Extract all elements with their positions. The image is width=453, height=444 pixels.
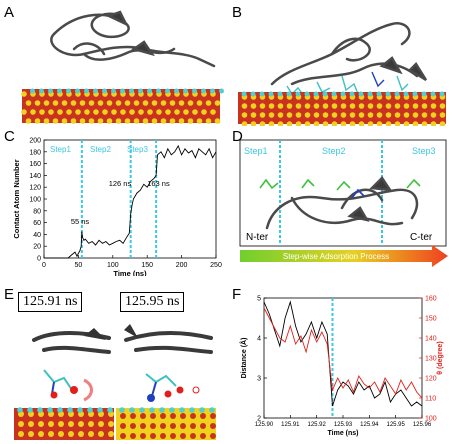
distance-angle-chart: 125.90 125.91 125.92 125.93 125.94 125.95 125.… [239, 296, 444, 438]
x-tick-label: 125.95 [386, 422, 405, 428]
panel-letter-d: D [232, 128, 243, 145]
panel-letter-a: A [4, 4, 15, 21]
panel-d-structure: Step1 Step2 Step3 N-ter C-ter Step-wise … [239, 139, 448, 267]
x-tick-label: 125.93 [334, 422, 353, 428]
chart-c-labels: Step1 Step2 Step3 55 ns 126 ns 163 ns [50, 145, 170, 226]
y2-axis-label: θ (degree) [437, 341, 444, 374]
distance-series-line [263, 300, 423, 407]
adsorption-process-label: Step-wise Adsorption Process [283, 252, 389, 261]
surface-cyan-atoms-b [241, 91, 445, 97]
surface-yellow-atoms-a [21, 91, 221, 124]
x-tick-label: 0 [42, 262, 46, 269]
panel-letter-f: F [232, 286, 242, 303]
y-axis-label: Contact Atom Number [12, 159, 21, 238]
protein-ribbon-a [50, 10, 216, 68]
adsorption-process-arrow [240, 245, 448, 267]
chart-c-step1: Step1 [50, 145, 71, 154]
y-tick-label: 40 [33, 232, 41, 239]
y-tick-label: 20 [33, 244, 41, 251]
y-tick-label: 2 [257, 416, 261, 423]
y-tick-label: 160 [29, 161, 41, 168]
chart-c-step3: Step3 [127, 145, 148, 154]
chart-f-axes: 125.90 125.91 125.92 125.93 125.94 125.95 125.… [239, 296, 444, 438]
contact-atom-chart: 0 50 100 150 200 250 0 20 40 60 80 100 120 140 160 180 2… [12, 138, 222, 277]
chart-f-frame [263, 297, 423, 419]
surface-cyan-atoms-e1 [17, 407, 113, 413]
x-tick-label: 200 [176, 262, 188, 269]
x-tick-label: 125.96 [413, 422, 432, 428]
x-tick-label: 125.91 [281, 422, 300, 428]
annotation-163: 163 ns [147, 179, 170, 188]
y2-tick-label: 100 [425, 416, 437, 423]
panel-letter-e: E [4, 286, 15, 303]
y-tick-label: 4 [257, 336, 261, 343]
protein-ribbon-d [265, 176, 419, 230]
c-terminus-label: C-ter [410, 232, 433, 243]
x-tick-label: 150 [141, 262, 153, 269]
panel-letter-c: C [4, 128, 15, 145]
y-tick-label: 60 [33, 220, 41, 227]
n-terminus-label: N-ter [246, 232, 269, 243]
y2-tick-label: 120 [425, 376, 437, 383]
y-tick-label: 120 [29, 185, 41, 192]
panel-e-left-snapshot [14, 328, 114, 440]
panel-letter-b: B [232, 4, 243, 21]
panel-e-right-snapshot [116, 324, 216, 440]
panel-d-step3: Step3 [412, 146, 436, 156]
angle-series-line [263, 307, 423, 399]
side-chains-d [259, 178, 421, 199]
y-tick-label: 140 [29, 173, 41, 180]
y-tick-label: 180 [29, 149, 41, 156]
y-tick-label: 0 [37, 256, 41, 263]
x-tick-label: 250 [210, 262, 222, 269]
residue-sticks-e1 [43, 369, 73, 395]
y2-tick-label: 150 [425, 316, 437, 323]
y-axis-label: Distance (Å) [239, 338, 248, 379]
y-tick-label: 100 [29, 197, 41, 204]
residue-sticks-e2 [145, 373, 177, 397]
x-axis-label: Time (ns) [328, 430, 359, 437]
x-tick-label: 50 [75, 262, 83, 269]
x-tick-label: 100 [107, 262, 119, 269]
snapshot-time-right: 125.95 ns [120, 292, 185, 312]
rotation-arrow-icon [83, 378, 93, 402]
contact-atom-series-line [44, 144, 217, 259]
chart-c-axes: 0 50 100 150 200 250 0 20 40 60 80 100 120 140 160 180 2… [12, 138, 222, 277]
annotation-55: 55 ns [71, 217, 90, 226]
annotation-126: 126 ns [109, 179, 132, 188]
surface-cyan-atoms-e2 [119, 407, 215, 413]
x-axis-label: Time (ns) [113, 269, 147, 276]
protein-ribbon-b [270, 22, 428, 86]
y2-tick-label: 130 [425, 356, 437, 363]
panel-d-step2: Step2 [322, 146, 346, 156]
y-tick-label: 200 [29, 138, 41, 145]
panel-a-structure [21, 10, 224, 124]
panel-b-structure [238, 22, 446, 126]
y-tick-label: 80 [33, 208, 41, 215]
mineral-surface-b [238, 91, 446, 126]
y2-tick-label: 110 [425, 396, 436, 403]
panel-d-step1: Step1 [244, 146, 268, 156]
y-tick-label: 5 [257, 296, 261, 303]
y-tick-label: 3 [257, 376, 261, 383]
snapshot-time-left: 125.91 ns [18, 292, 83, 312]
mineral-surface-a [21, 88, 224, 124]
chart-c-step2: Step2 [90, 145, 111, 154]
x-tick-label: 125.92 [307, 422, 326, 428]
surface-red-atoms-e2 [120, 413, 216, 439]
x-tick-label: 125.90 [255, 422, 274, 428]
panel-d-frame [239, 139, 447, 247]
y2-tick-label: 160 [425, 296, 437, 303]
x-tick-label: 125.94 [360, 422, 379, 428]
y2-tick-label: 140 [425, 336, 437, 343]
surface-cyan-atoms-a [30, 88, 224, 94]
